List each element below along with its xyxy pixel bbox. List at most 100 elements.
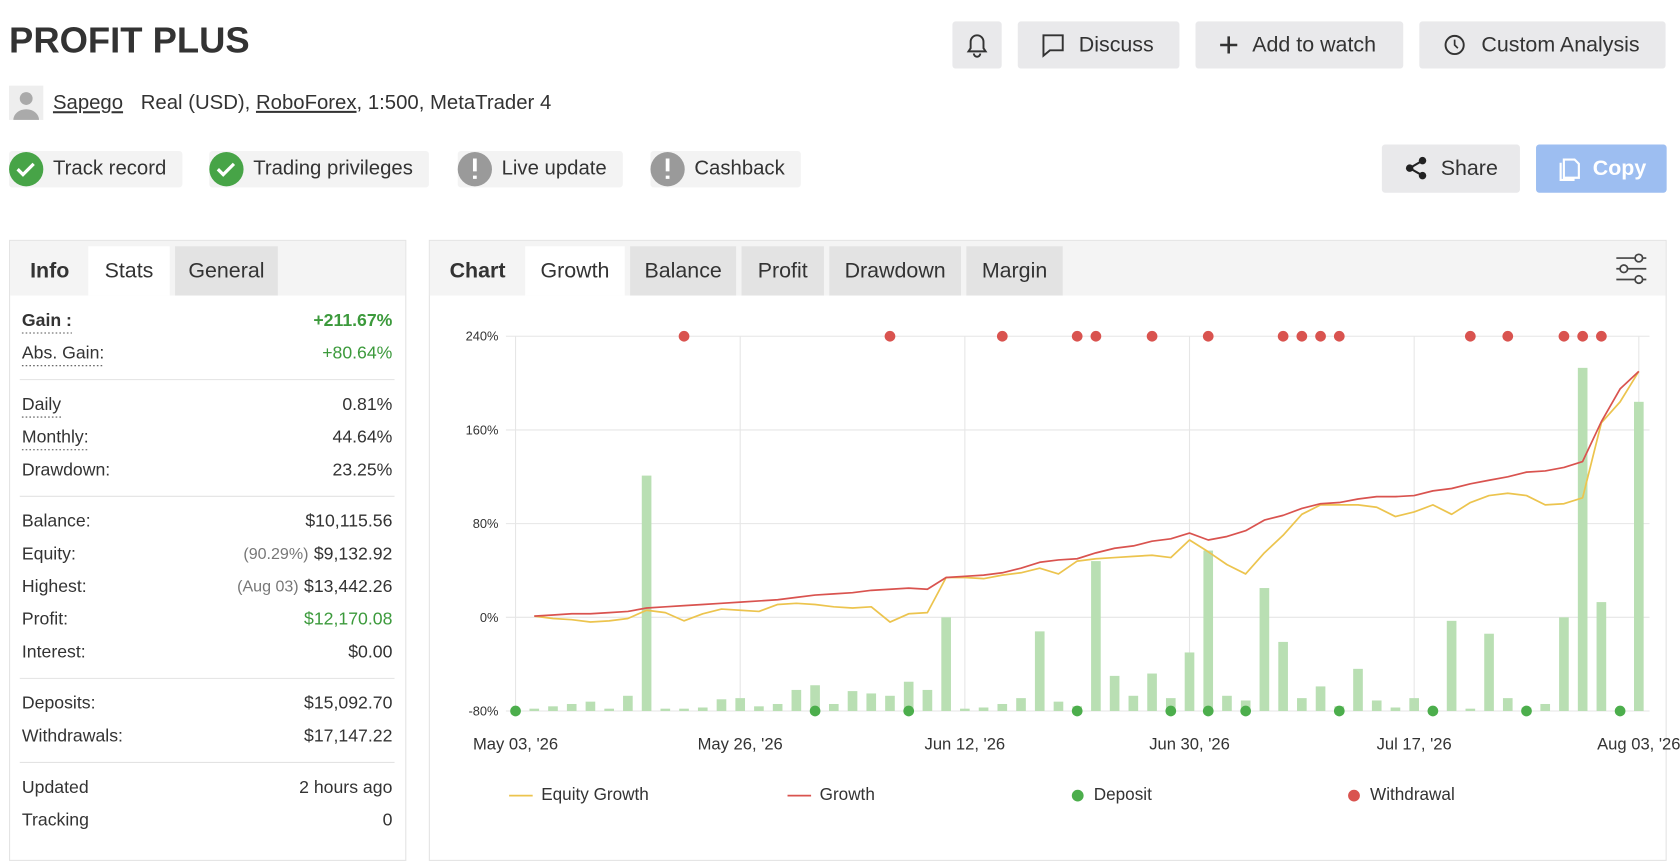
stat-label: Monthly: bbox=[22, 427, 89, 447]
tab bbox=[829, 246, 962, 296]
bar bbox=[1390, 707, 1401, 712]
stat-label: Interest: bbox=[22, 641, 86, 661]
analysis-button[interactable] bbox=[1419, 21, 1666, 69]
event-dot bbox=[809, 705, 821, 717]
stat-value: $10,115.56 bbox=[305, 511, 392, 531]
copy-icon bbox=[1559, 158, 1580, 181]
bar bbox=[1297, 698, 1307, 712]
tab-label: Stats bbox=[105, 259, 154, 283]
bar bbox=[1634, 401, 1644, 712]
tab-label: Growth bbox=[540, 259, 609, 283]
event-dot bbox=[1558, 330, 1570, 342]
event-dot bbox=[1333, 705, 1345, 717]
bar bbox=[1165, 698, 1176, 712]
event-dot bbox=[1146, 330, 1158, 342]
stat-value: $17,147.22 bbox=[304, 725, 392, 745]
account-info: Real (USD), RoboForex, 1:500, MetaTrader… bbox=[141, 92, 552, 114]
event-dot bbox=[1202, 705, 1214, 717]
bar bbox=[1109, 675, 1120, 712]
plot: -80% 0% 80% 160% 240% May 03, '26 May 26, '26 J… bbox=[466, 329, 1680, 754]
event-dot bbox=[1333, 330, 1345, 342]
button-label: Copy bbox=[1593, 156, 1647, 180]
event-dot bbox=[1521, 705, 1532, 717]
stat-label: Highest: bbox=[22, 576, 87, 596]
account-type: Real (USD), bbox=[141, 92, 256, 114]
stat-value: $12,170.08 bbox=[304, 609, 393, 629]
stat-label: Balance: bbox=[22, 511, 91, 531]
event-dot bbox=[1202, 330, 1214, 342]
event-dot bbox=[1165, 705, 1177, 717]
stat-value: 0 bbox=[383, 809, 393, 829]
stat-label: Drawdown: bbox=[22, 459, 110, 479]
stats-panel bbox=[9, 239, 407, 861]
event-dot bbox=[1427, 705, 1439, 717]
stat-value: $15,092.70 bbox=[304, 693, 393, 713]
event-dot bbox=[510, 705, 521, 717]
bell-button[interactable] bbox=[952, 21, 1002, 69]
stat-label: Equity: bbox=[22, 543, 76, 563]
stat-value: $9,132.92 bbox=[314, 543, 393, 563]
bar bbox=[828, 703, 839, 712]
bar bbox=[866, 693, 877, 712]
legend-label: Growth bbox=[820, 784, 875, 804]
badge bbox=[9, 150, 183, 188]
event-dot bbox=[884, 330, 896, 342]
x-tick-label: Jul 17, '26 bbox=[1377, 735, 1452, 754]
share-icon bbox=[1405, 156, 1427, 180]
stat-value: 23.25% bbox=[333, 459, 393, 479]
stat-label: Withdrawals: bbox=[22, 725, 123, 745]
legend-label: Equity Growth bbox=[541, 784, 649, 804]
bar bbox=[1577, 367, 1588, 712]
watch-button[interactable] bbox=[1195, 21, 1404, 69]
stat-label: Profit: bbox=[22, 609, 68, 629]
event-dot bbox=[1502, 330, 1514, 342]
event-dot bbox=[678, 330, 690, 342]
discuss-button[interactable] bbox=[1017, 21, 1180, 69]
tab-active bbox=[525, 246, 625, 296]
bar bbox=[529, 708, 540, 712]
check-mark bbox=[16, 162, 35, 177]
bar bbox=[1540, 703, 1551, 712]
settings-icon[interactable] bbox=[1616, 253, 1647, 285]
bar bbox=[1147, 673, 1157, 712]
stat-label: Deposits: bbox=[22, 693, 96, 713]
bar bbox=[604, 708, 614, 712]
chat-icon bbox=[1042, 34, 1064, 58]
bar bbox=[791, 689, 802, 712]
bar bbox=[1034, 631, 1045, 712]
broker-link[interactable]: RoboForex bbox=[256, 92, 357, 114]
y-tick-label: -80% bbox=[468, 703, 498, 718]
bar bbox=[1259, 588, 1270, 712]
bar bbox=[978, 707, 989, 712]
user-link[interactable]: Sapego bbox=[53, 92, 123, 114]
share-button[interactable] bbox=[1381, 144, 1520, 193]
x-tick-label: Jun 30, '26 bbox=[1149, 735, 1230, 754]
badge-label: Trading privileges bbox=[253, 158, 413, 180]
stat-value: 0.81% bbox=[342, 394, 392, 414]
stat-note: (90.29%) bbox=[243, 545, 308, 563]
bar bbox=[1353, 668, 1363, 712]
event-dot bbox=[1315, 330, 1326, 342]
event-dot bbox=[903, 705, 915, 717]
event-dot bbox=[1577, 330, 1589, 342]
legend-dot bbox=[1348, 789, 1360, 802]
event-dot bbox=[1071, 330, 1083, 342]
event-dot bbox=[1296, 330, 1308, 342]
bar bbox=[1371, 700, 1382, 712]
stat-value: +80.64% bbox=[322, 343, 392, 363]
bar bbox=[941, 617, 951, 712]
stat-label: Updated bbox=[22, 777, 89, 797]
tab-label: General bbox=[188, 259, 264, 283]
tab-label: Balance bbox=[644, 259, 721, 283]
bar bbox=[660, 708, 671, 712]
event-dot bbox=[1277, 330, 1289, 342]
tab-label: Drawdown bbox=[845, 259, 946, 283]
check-mark bbox=[216, 162, 236, 177]
tab bbox=[966, 246, 1063, 296]
stat-value: 2 hours ago bbox=[299, 777, 392, 797]
line bbox=[534, 370, 1640, 623]
bar bbox=[1203, 550, 1214, 712]
tab-label: Chart bbox=[450, 259, 506, 283]
bar bbox=[885, 695, 895, 712]
